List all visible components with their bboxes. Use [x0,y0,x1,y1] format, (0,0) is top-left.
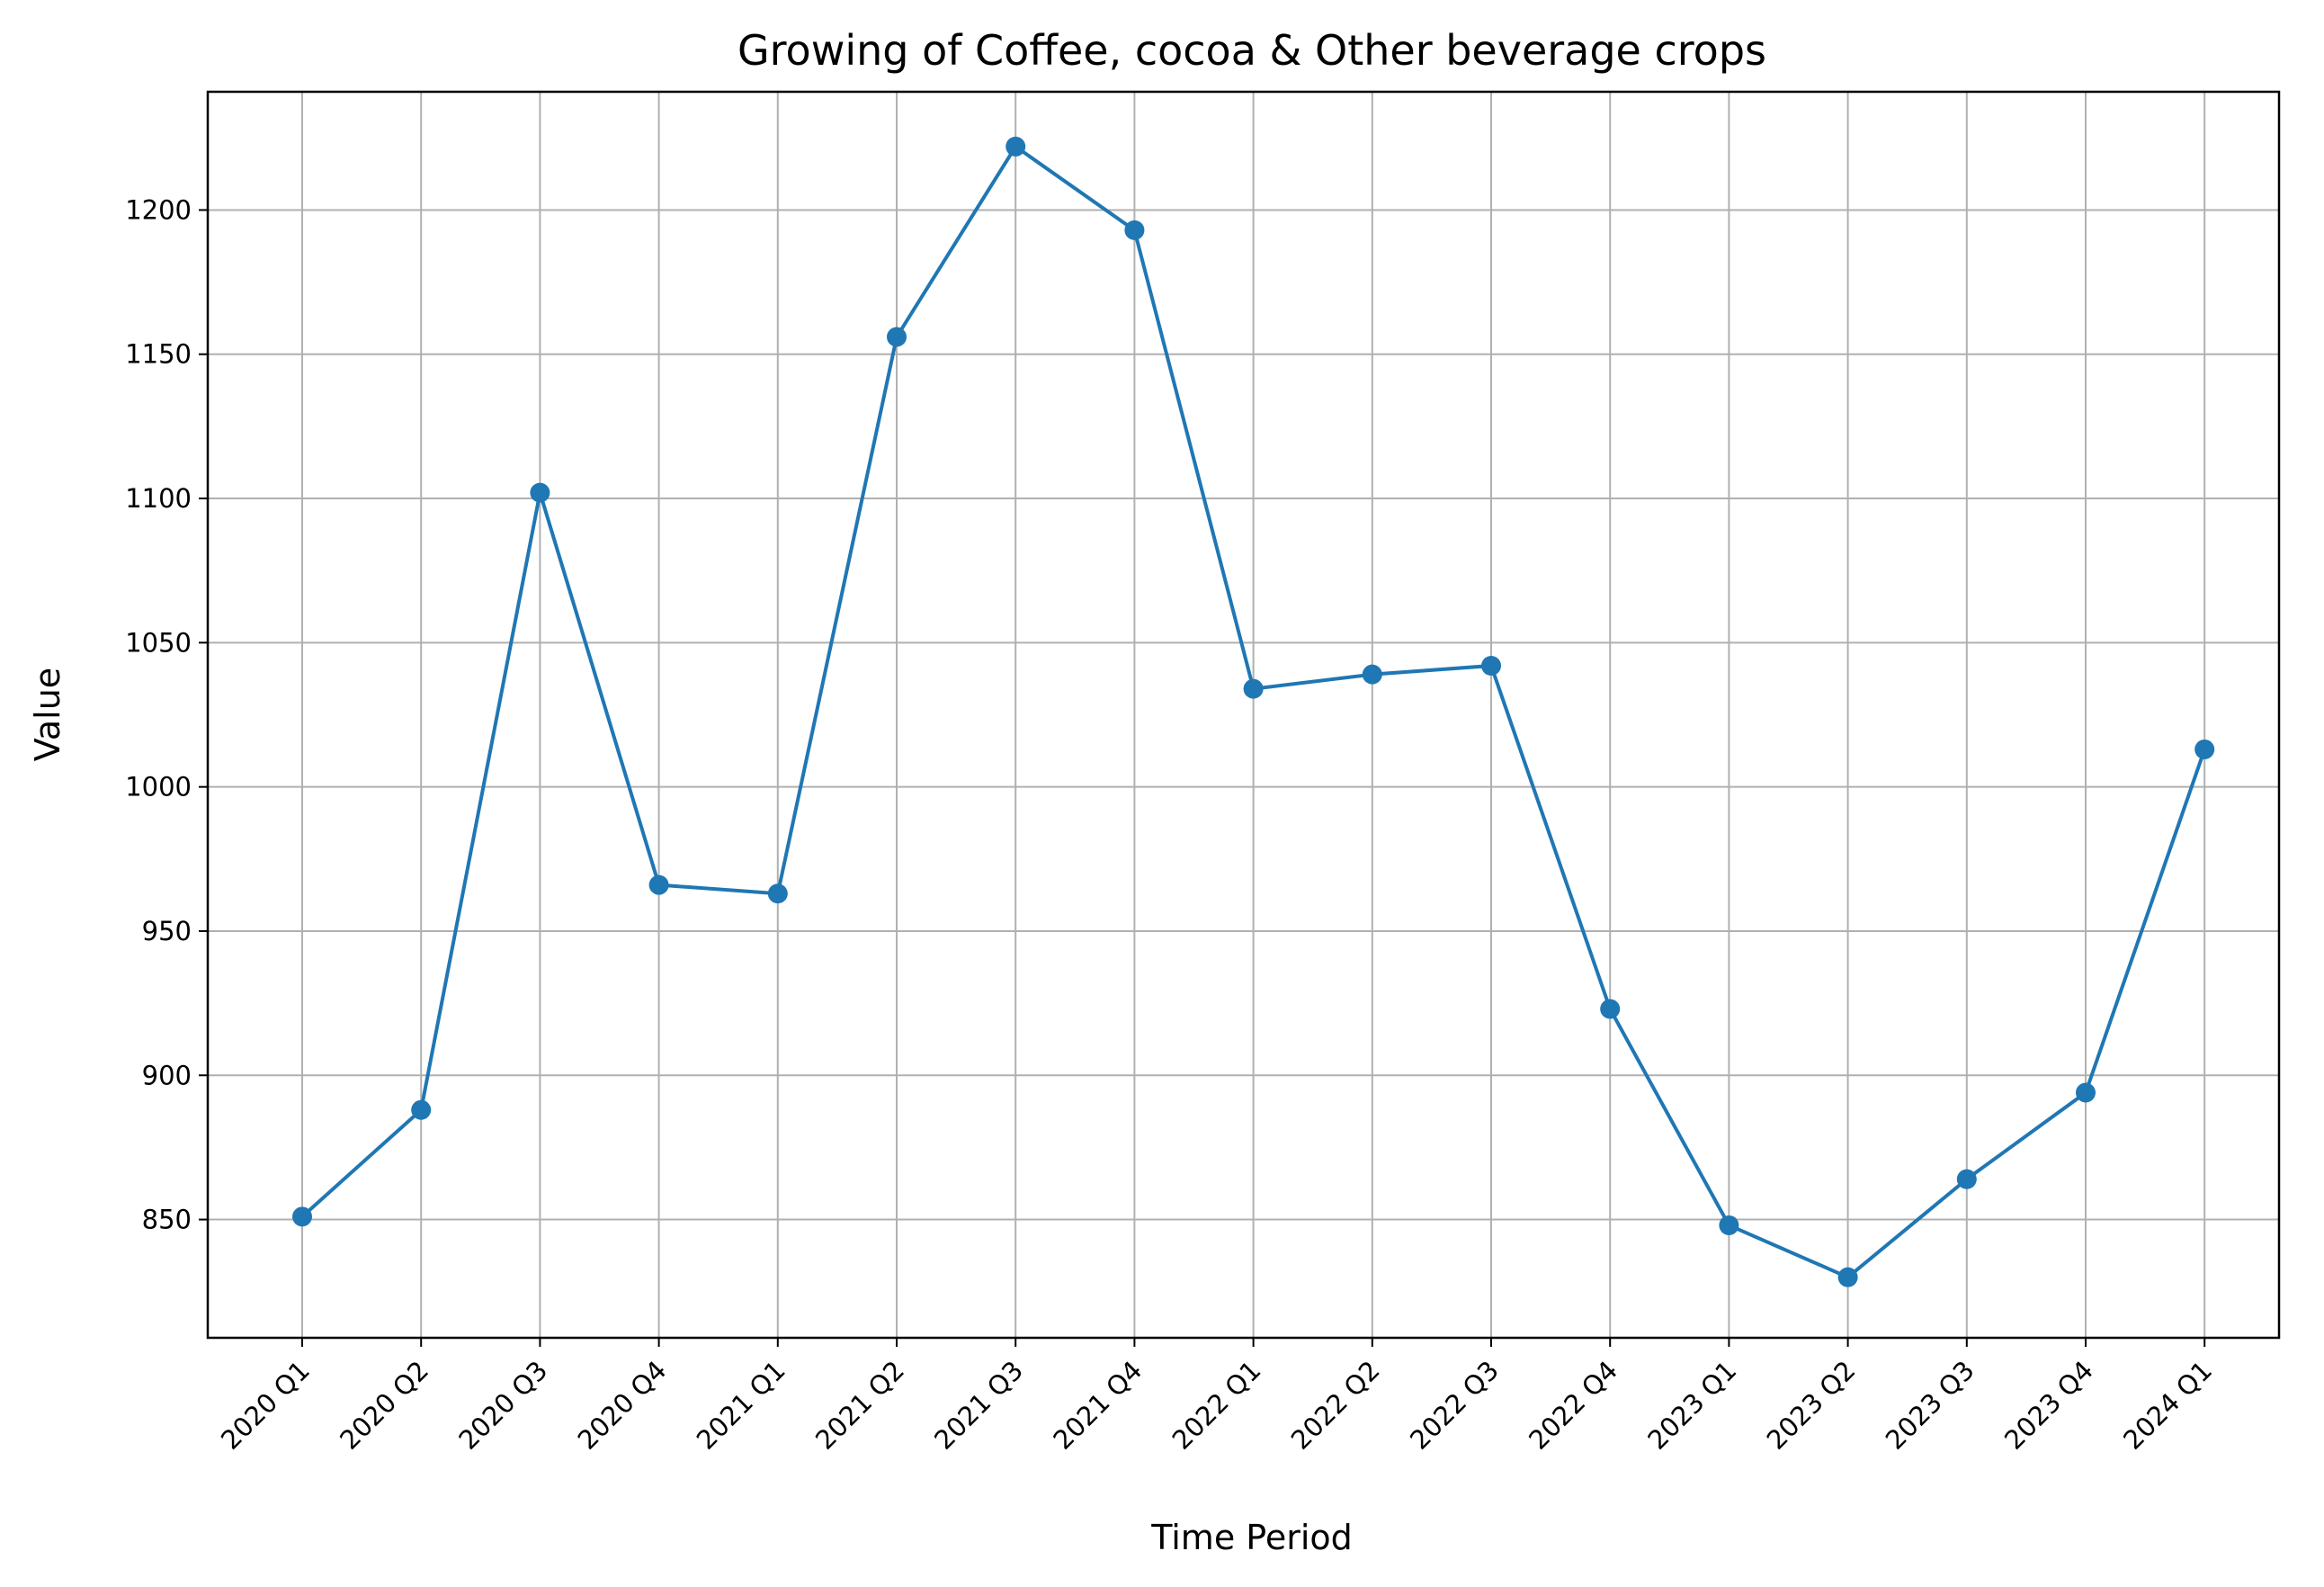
data-point [411,1099,432,1120]
data-point [1956,1169,1977,1189]
y-axis-label: Value [28,668,67,761]
data-point [1600,999,1621,1019]
data-point [1362,664,1382,685]
y-tick-label: 1000 [125,772,192,802]
data-point [530,482,550,503]
data-point [767,883,788,904]
data-series [292,136,2215,1287]
data-point [292,1206,312,1227]
data-point [2076,1082,2096,1103]
data-point [1837,1267,1858,1287]
data-point [1719,1215,1739,1235]
y-tick-label: 1150 [125,339,192,370]
y-tick-label: 950 [142,916,192,946]
data-point [1481,655,1501,676]
data-point [887,327,907,347]
y-tick-label: 900 [142,1060,192,1090]
data-point [1124,220,1145,240]
data-point [1243,678,1264,699]
data-point [648,874,669,895]
data-point [2194,739,2215,759]
x-axis-label: Time Period [1150,1518,1353,1557]
chart-title: Growing of Coffee, cocoa & Other beverag… [737,26,1766,75]
y-tick-label: 1200 [125,194,192,225]
y-tick-label: 1100 [125,483,192,514]
data-point [1006,136,1026,157]
grid [208,92,2279,1338]
y-tick-label: 1050 [125,627,192,658]
plot-frame [206,90,2281,1340]
y-tick-label: 850 [142,1205,192,1235]
